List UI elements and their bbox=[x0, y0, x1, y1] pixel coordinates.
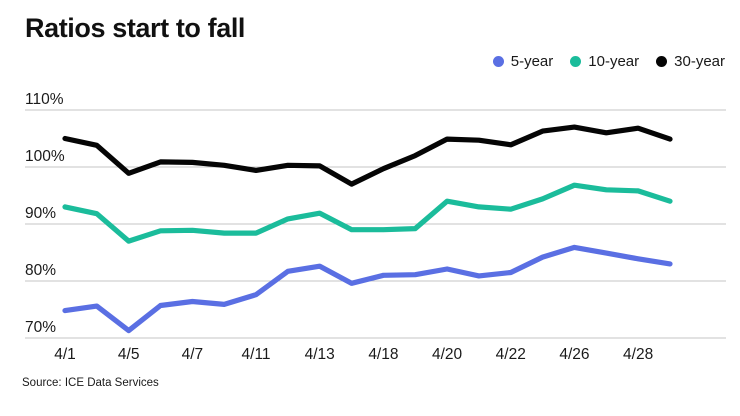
y-tick-label: 110% bbox=[25, 91, 64, 108]
x-tick-label: 4/1 bbox=[54, 346, 76, 363]
y-tick-label: 80% bbox=[25, 262, 56, 279]
x-tick-label: 4/18 bbox=[368, 346, 398, 363]
legend-item-10-year: 10-year bbox=[570, 53, 639, 70]
x-tick-label: 4/5 bbox=[118, 346, 140, 363]
x-tick-label: 4/22 bbox=[496, 346, 526, 363]
x-tick-label: 4/13 bbox=[305, 346, 335, 363]
chart-legend: 5-year 10-year 30-year bbox=[492, 53, 725, 70]
legend-dot-5-year-icon bbox=[492, 56, 504, 67]
y-tick-label: 70% bbox=[25, 319, 56, 336]
legend-item-30-year: 30-year bbox=[656, 53, 725, 70]
y-tick-label: 90% bbox=[25, 205, 56, 222]
y-tick-label: 100% bbox=[25, 148, 65, 165]
chart-title: Ratios start to fall bbox=[25, 13, 246, 43]
x-tick-label: 4/7 bbox=[182, 346, 204, 363]
legend-dot-10-year-icon bbox=[570, 56, 582, 67]
legend-label: 10-year bbox=[588, 53, 640, 70]
legend-dot-30-year-icon bbox=[656, 56, 668, 67]
x-tick-label: 4/26 bbox=[559, 346, 589, 363]
x-tick-label: 4/11 bbox=[242, 346, 271, 363]
series-line-5-year bbox=[62, 244, 673, 334]
x-tick-label: 4/28 bbox=[623, 346, 653, 363]
legend-label: 5-year bbox=[510, 53, 554, 70]
source-note: Source: ICE Data Services bbox=[22, 377, 159, 389]
legend-item-5-year: 5-year bbox=[492, 53, 554, 70]
legend-label: 30-year bbox=[674, 53, 725, 70]
series-line-30-year bbox=[62, 124, 673, 187]
series-line-10-year bbox=[62, 182, 673, 244]
x-tick-label: 4/20 bbox=[432, 346, 463, 363]
